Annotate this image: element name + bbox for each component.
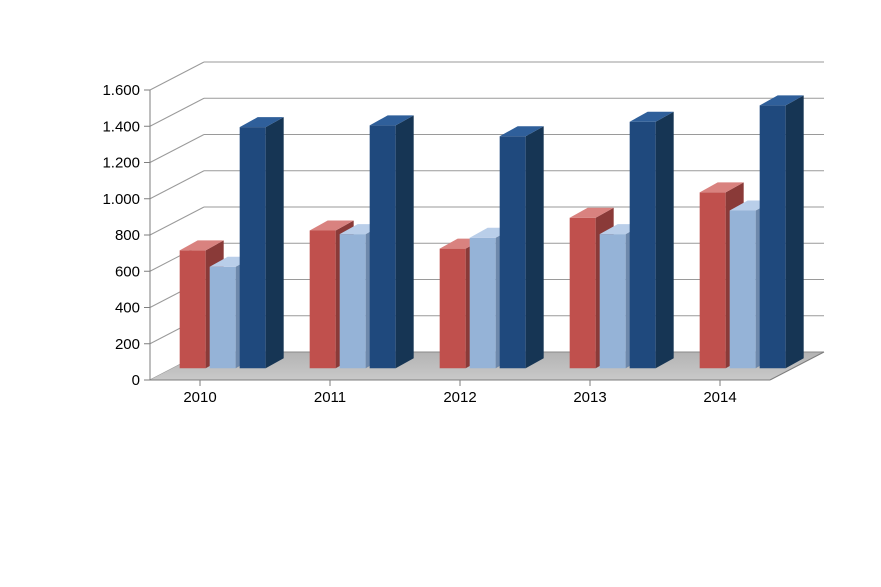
xtick-label: 2010 [183,389,216,406]
ytick-label: 200 [115,336,140,353]
bar-2014-series2-front [730,211,756,369]
bar-2012-series2-front [470,238,496,368]
chart-stage: 0 200 400 600 800 1.000 1.200 1.400 1.600 2010 201… [0,0,881,587]
bar-2013-series3-side [656,112,674,369]
bar-2011-series3-side [396,115,414,368]
bar-2012-series1-front [440,249,466,369]
bar-2010-series3-side [266,117,284,368]
xtick-label: 2014 [703,389,736,406]
bar-2010-series1-front [180,250,206,368]
bar-2014-series3-side [786,95,804,368]
bar-2014-series1-front [700,192,726,368]
bar-2010-series2-front [210,267,236,369]
ytick-label: 0 [132,372,140,389]
bar-2011-series3-front [370,125,396,368]
bar-chart-3d: 0 200 400 600 800 1.000 1.200 1.400 1.600 2010 201… [0,0,881,587]
ytick-label: 800 [115,227,140,244]
bar-2010-series3-front [240,127,266,368]
ytick-label: 1.400 [102,118,140,135]
ytick-label: 600 [115,263,140,280]
xtick-label: 2012 [443,389,476,406]
bar-2011-series1-front [310,230,336,368]
ytick-label: 400 [115,300,140,317]
xtick-label: 2013 [573,389,606,406]
xtick-label: 2011 [314,389,346,406]
bar-2013-series2-front [600,234,626,368]
bar-2012-series3-front [500,136,526,368]
bar-2011-series2-front [340,234,366,368]
ytick-label: 1.600 [102,82,140,99]
ytick-label: 1.000 [102,191,140,208]
bar-2013-series3-front [630,122,656,369]
bar-2013-series1-front [570,218,596,368]
bar-2014-series3-front [760,105,786,368]
bar-2012-series3-side [526,126,544,368]
ytick-label: 1.200 [102,155,140,172]
